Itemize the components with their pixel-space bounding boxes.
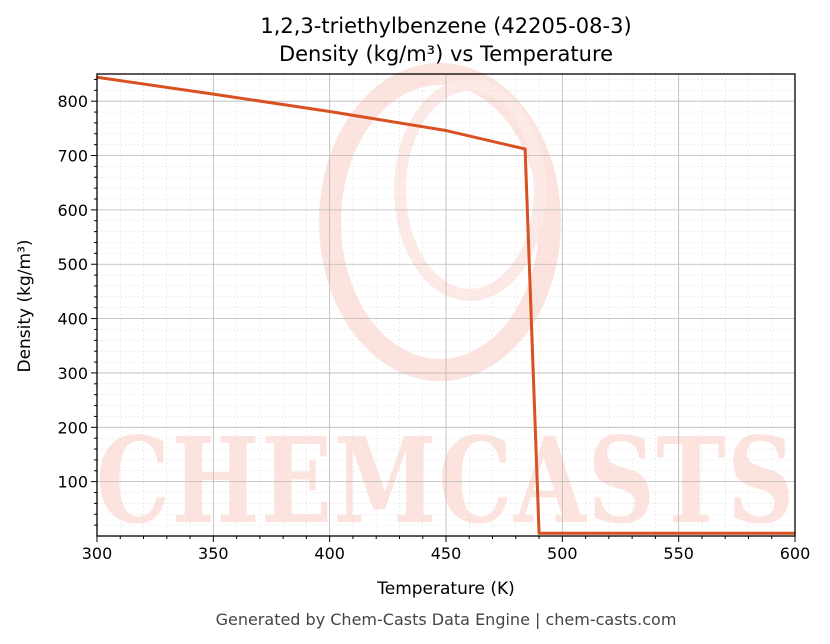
x-tick-label: 450 bbox=[431, 544, 462, 563]
x-axis-label: Temperature (K) bbox=[376, 579, 515, 599]
y-tick-label: 300 bbox=[57, 364, 88, 383]
chart-title: 1,2,3-triethylbenzene (42205-08-3) bbox=[260, 14, 631, 38]
y-tick-label: 700 bbox=[57, 147, 88, 166]
y-axis-label: Density (kg/m³) bbox=[15, 239, 35, 372]
x-tick-label: 500 bbox=[547, 544, 578, 563]
chart-subtitle: Density (kg/m³) vs Temperature bbox=[279, 42, 613, 66]
x-tick-label: 300 bbox=[82, 544, 113, 563]
x-tick-label: 600 bbox=[780, 544, 811, 563]
x-tick-label: 400 bbox=[314, 544, 345, 563]
y-tick-label: 400 bbox=[57, 310, 88, 329]
chemcasts-watermark: CHEMCASTS bbox=[96, 63, 796, 550]
y-axis: 100 200 300 400 500 600 700 800 bbox=[57, 78, 97, 526]
x-axis: 300 350 400 450 500 550 600 bbox=[82, 536, 811, 563]
y-tick-label: 200 bbox=[57, 418, 88, 437]
y-tick-label: 100 bbox=[57, 473, 88, 492]
density-series-line bbox=[96, 75, 795, 535]
y-tick-label: 800 bbox=[57, 92, 88, 111]
footer-credit: Generated by Chem-Casts Data Engine | ch… bbox=[216, 610, 677, 629]
y-tick-label: 600 bbox=[57, 201, 88, 220]
x-tick-label: 550 bbox=[663, 544, 694, 563]
y-tick-label: 500 bbox=[57, 255, 88, 274]
series-layer bbox=[96, 75, 795, 535]
x-tick-label: 350 bbox=[198, 544, 229, 563]
watermark-text: CHEMCASTS bbox=[96, 411, 796, 550]
